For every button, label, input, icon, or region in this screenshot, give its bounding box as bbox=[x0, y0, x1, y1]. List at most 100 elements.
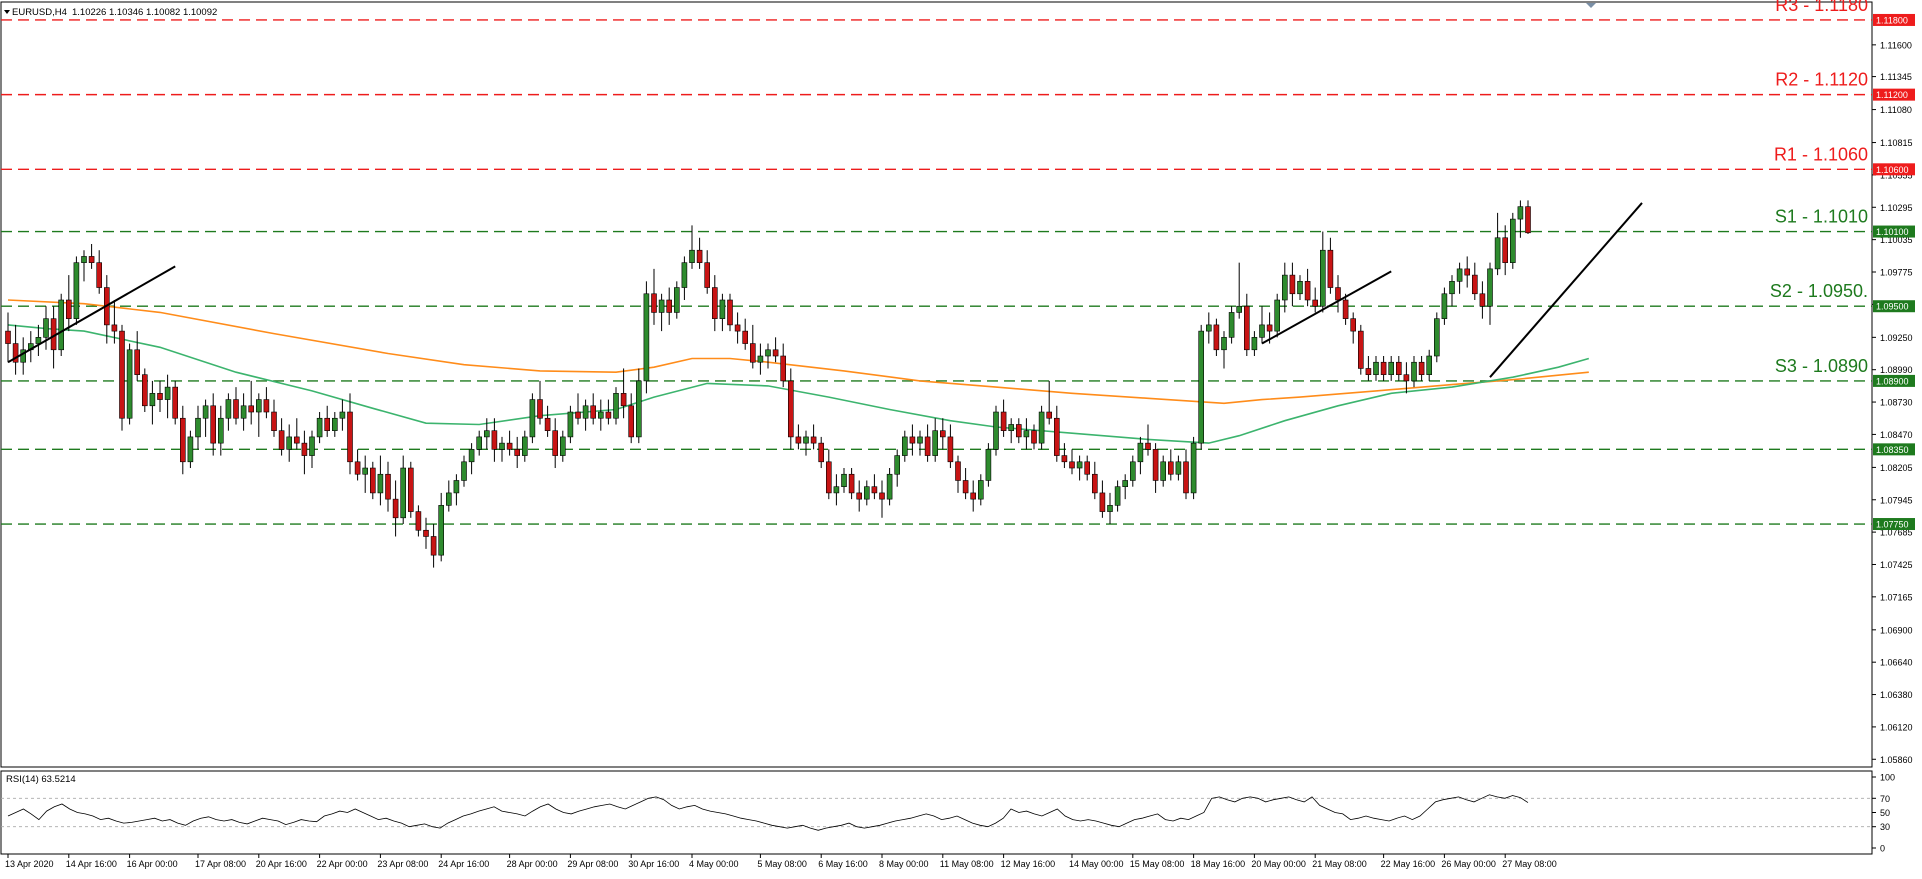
y-tick-label: 1.10555 bbox=[1880, 170, 1913, 180]
candle-body bbox=[202, 405, 209, 419]
candle-body bbox=[248, 405, 254, 413]
ma-fast-line bbox=[7, 324, 1590, 444]
candle-body bbox=[803, 436, 809, 444]
candle-body bbox=[263, 399, 270, 413]
candle-body bbox=[461, 461, 467, 481]
candle bbox=[233, 387, 239, 425]
x-tick-label: 4 May 00:00 bbox=[689, 859, 739, 869]
y-tick-label: 1.10295 bbox=[1880, 203, 1913, 213]
candle-body bbox=[377, 473, 384, 494]
x-tick-label: 6 May 16:00 bbox=[818, 859, 868, 869]
candle-body bbox=[658, 299, 665, 313]
candle bbox=[514, 436, 521, 469]
candle bbox=[1221, 331, 1227, 369]
x-tick-label: 26 May 00:00 bbox=[1441, 859, 1496, 869]
candle bbox=[1342, 293, 1349, 325]
x-tick-label: 21 May 08:00 bbox=[1312, 859, 1367, 869]
collapse-arrow-icon[interactable] bbox=[4, 10, 10, 14]
candle bbox=[1023, 418, 1030, 450]
rsi-tick-label: 30 bbox=[1880, 822, 1890, 832]
x-tick-label: 15 May 08:00 bbox=[1130, 859, 1185, 869]
candle-body bbox=[879, 492, 885, 500]
y-tick-label: 1.06900 bbox=[1880, 625, 1913, 635]
candle-body bbox=[1494, 237, 1501, 270]
candle-body bbox=[1213, 324, 1220, 351]
candle-body bbox=[453, 480, 460, 494]
rsi-tick-label: 0 bbox=[1880, 844, 1885, 854]
candle bbox=[1244, 293, 1250, 357]
candle-body bbox=[924, 436, 931, 456]
x-tick-label: 22 May 16:00 bbox=[1381, 859, 1436, 869]
candle-body bbox=[1114, 486, 1121, 506]
candle bbox=[924, 424, 931, 462]
candle-body bbox=[1297, 281, 1303, 295]
level-price-tag: 1.08350 bbox=[1873, 443, 1915, 456]
candle bbox=[453, 474, 460, 506]
candle bbox=[1479, 281, 1486, 319]
candle-body bbox=[917, 436, 923, 444]
time-axis: 13 Apr 2020 14 Apr 16:00 16 Apr 00:00 17 Ap… bbox=[5, 854, 1557, 869]
candle bbox=[1152, 443, 1159, 493]
candle bbox=[377, 455, 384, 506]
candle-body bbox=[1259, 324, 1265, 338]
candle bbox=[613, 387, 619, 425]
level-price-tag: 1.10100 bbox=[1873, 225, 1915, 238]
candle bbox=[909, 424, 916, 456]
candle-body bbox=[711, 287, 718, 319]
candle bbox=[309, 430, 315, 469]
y-tick-label: 1.08205 bbox=[1880, 463, 1913, 473]
candle-body bbox=[970, 492, 977, 500]
candle bbox=[803, 430, 809, 456]
candle-body bbox=[1061, 455, 1068, 463]
candle bbox=[81, 250, 87, 282]
candle-body bbox=[1350, 318, 1356, 332]
candle bbox=[1069, 449, 1075, 475]
candle-body bbox=[88, 256, 95, 263]
candle-body bbox=[331, 417, 338, 431]
candle-body bbox=[1190, 442, 1197, 494]
x-tick-label: 23 Apr 08:00 bbox=[377, 859, 428, 869]
candle-body bbox=[1335, 287, 1341, 301]
candle-body bbox=[1015, 424, 1022, 438]
x-tick-label: 14 Apr 16:00 bbox=[66, 859, 117, 869]
y-tick-label: 1.08470 bbox=[1880, 430, 1913, 440]
candle bbox=[521, 430, 528, 462]
candle bbox=[369, 461, 376, 500]
candle bbox=[286, 424, 293, 462]
rsi-label: RSI(14) 63.5214 bbox=[6, 774, 76, 785]
candle-body bbox=[430, 536, 437, 556]
candle-body bbox=[909, 436, 916, 444]
x-tick-label: 17 Apr 08:00 bbox=[195, 859, 246, 869]
candle-body bbox=[233, 399, 239, 419]
candle bbox=[461, 455, 467, 487]
chart-shift-marker-icon[interactable] bbox=[1586, 3, 1596, 8]
candle bbox=[590, 393, 597, 425]
candle bbox=[1456, 262, 1463, 294]
level-price-tag: 1.08900 bbox=[1873, 374, 1915, 387]
candle bbox=[1054, 405, 1060, 462]
candle-body bbox=[795, 436, 802, 444]
candle-body bbox=[1380, 361, 1387, 375]
candle bbox=[689, 225, 695, 269]
candle-body bbox=[689, 249, 695, 263]
candle bbox=[96, 250, 102, 294]
ohlc-values: 1.10226 1.10346 1.10082 1.10092 bbox=[72, 7, 217, 18]
candle-body bbox=[734, 324, 741, 332]
rsi-line bbox=[7, 794, 1529, 831]
candle bbox=[1297, 275, 1303, 300]
candle bbox=[651, 268, 657, 325]
candle-body bbox=[195, 417, 201, 438]
candle-body bbox=[1388, 361, 1394, 375]
rsi-tick-label: 100 bbox=[1880, 773, 1895, 783]
candle bbox=[780, 343, 787, 388]
candle-body bbox=[293, 436, 300, 444]
candle bbox=[111, 299, 118, 344]
candle bbox=[575, 393, 581, 425]
x-tick-label: 16 Apr 00:00 bbox=[127, 859, 178, 869]
candle-body bbox=[848, 473, 855, 494]
candle bbox=[1046, 380, 1052, 425]
x-tick-label: 22 Apr 00:00 bbox=[317, 859, 368, 869]
candle bbox=[1373, 356, 1379, 381]
candle-body bbox=[73, 262, 80, 319]
candle-body bbox=[1358, 330, 1364, 369]
